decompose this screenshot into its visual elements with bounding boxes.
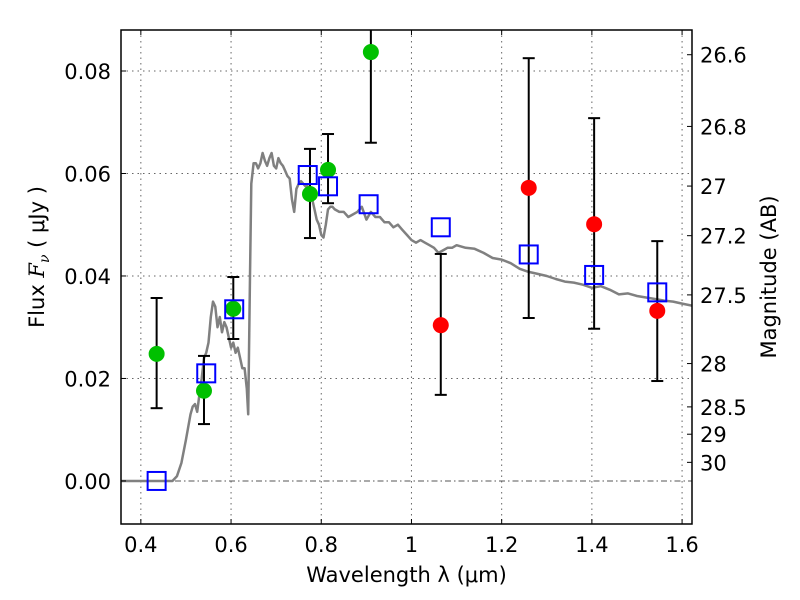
y-tick-label: 0.04 — [64, 265, 111, 289]
data-point-group — [649, 240, 666, 383]
y-tick-label: 0.00 — [64, 470, 111, 494]
y2-tick-label: 26.8 — [700, 115, 747, 139]
model-photometry-square — [518, 244, 539, 265]
data-point — [195, 382, 212, 399]
x-tick-label: 0.8 — [305, 533, 338, 557]
model-photometry-square — [318, 176, 339, 197]
model-spectrum-line — [121, 151, 692, 483]
data-point — [301, 185, 318, 202]
tick-labels-layer: 0.4 0.6 0.8 1 1.2 1.4 1.6 0.00 0.02 0.04 0.06 0.08 2… — [64, 44, 747, 557]
model-photometry-square — [584, 264, 605, 285]
data-point — [320, 161, 337, 178]
x-axis-label: Wavelength λ (μm) — [306, 563, 507, 587]
model-photometry-square — [146, 470, 167, 491]
ticks-layer — [121, 30, 692, 524]
grid-layer — [121, 30, 692, 524]
data-point — [649, 302, 666, 319]
data-point — [148, 345, 165, 362]
x-tick-label: 0.6 — [214, 533, 247, 557]
data-point — [225, 300, 242, 317]
data-point-group — [225, 276, 242, 341]
y2-tick-label: 26.6 — [700, 44, 747, 68]
model-photometry-square — [297, 165, 318, 186]
data-point-group — [148, 297, 165, 410]
data-point-group — [301, 147, 318, 240]
data-point-group — [195, 354, 212, 426]
data-point-group — [362, 30, 379, 144]
y-axis-label-unit: ( μJy ) — [25, 186, 49, 254]
y2-tick-label: 28 — [700, 353, 727, 377]
y-tick-label: 0.06 — [64, 162, 111, 186]
y2-tick-label: 27.2 — [700, 225, 747, 249]
model-photometry-square — [196, 363, 217, 384]
y2-tick-label: 30 — [700, 451, 727, 475]
x-tick-label: 1 — [405, 533, 418, 557]
model-photometry-square — [224, 299, 245, 320]
y-tick-label: 0.08 — [64, 60, 111, 84]
series-layer — [121, 30, 692, 491]
y-axis-label-text: Flux — [25, 278, 49, 328]
model-photometry-square — [358, 194, 379, 215]
x-tick-label: 0.4 — [124, 533, 157, 557]
y2-tick-label: 27 — [700, 175, 727, 199]
data-point-group — [586, 117, 603, 330]
data-point-group — [520, 57, 537, 319]
x-tick-label: 1.2 — [485, 533, 518, 557]
y2-tick-label: 29 — [700, 423, 727, 447]
plot-frame — [120, 29, 693, 525]
data-point-group — [432, 252, 449, 396]
y2-tick-label: 27.5 — [700, 284, 747, 308]
model-photometry-square — [430, 217, 451, 238]
y-axis-label-subscript: ν — [37, 254, 53, 263]
data-point — [432, 317, 449, 334]
y-tick-label: 0.02 — [64, 367, 111, 391]
model-photometry-square — [647, 282, 668, 303]
x-tick-label: 1.6 — [665, 533, 698, 557]
x-tick-label: 1.4 — [575, 533, 608, 557]
data-point — [520, 179, 537, 196]
y-axis-label-symbol: F — [25, 262, 49, 279]
y-axis-label: Flux Fν ( μJy ) — [25, 186, 53, 328]
y2-axis-label: Magnitude (AB) — [757, 195, 781, 358]
data-point — [362, 44, 379, 61]
data-point — [586, 216, 603, 233]
data-point-group — [320, 133, 337, 205]
y2-tick-label: 28.5 — [700, 396, 747, 420]
